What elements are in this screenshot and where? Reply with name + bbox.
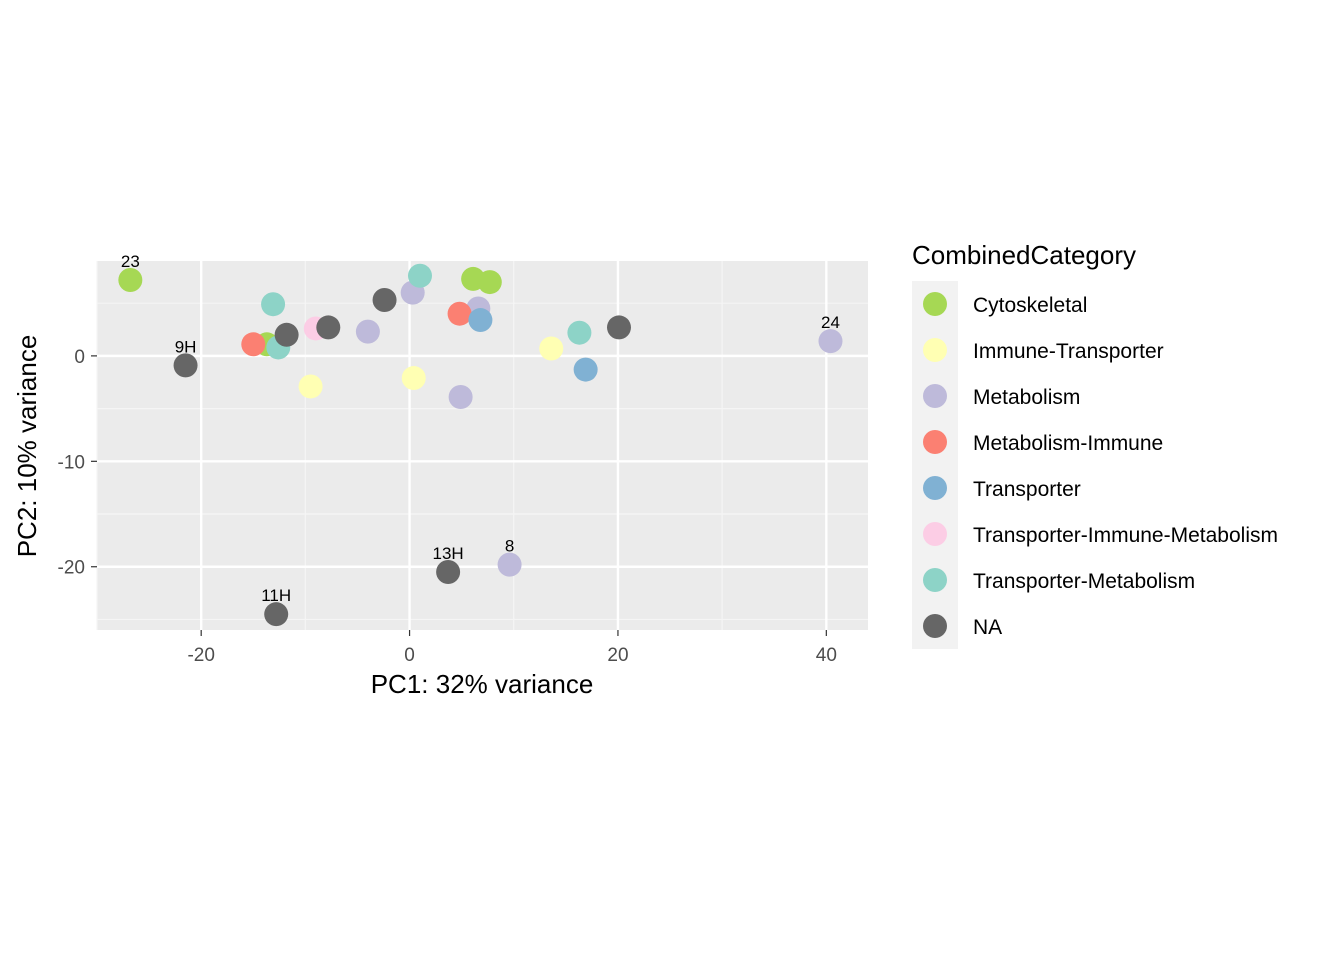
point-na (173, 353, 198, 378)
x-axis-ticks: -20 0 20 40 (187, 630, 837, 666)
point-transporter-metabolism (407, 263, 432, 288)
point-transporter (573, 357, 598, 382)
point-label: 23 (121, 252, 140, 271)
major-gridlines (97, 261, 868, 630)
x-axis-title: PC1: 32% variance (371, 669, 594, 699)
y-tick-label: -20 (58, 558, 85, 579)
x-tick-label: 40 (816, 645, 837, 666)
legend-label-immune-transporter: Immune-Transporter (973, 340, 1164, 363)
point-na (274, 322, 299, 347)
legend-label-metabolism-immune: Metabolism-Immune (973, 432, 1163, 455)
legend-key-metabolism-immune (923, 430, 947, 454)
point-immune-transporter (298, 374, 323, 399)
minor-gridlines (96, 261, 868, 630)
legend-label-transporter: Transporter (973, 478, 1081, 501)
point-labels: 23 24 8 9H 13H 11H (121, 252, 840, 605)
legend-key-background (912, 281, 958, 649)
point-label: 8 (505, 537, 514, 556)
data-points (118, 263, 843, 627)
point-na (606, 315, 631, 340)
point-immune-transporter (401, 366, 426, 391)
legend-label-na: NA (973, 616, 1002, 639)
legend-label-cytoskeletal: Cytoskeletal (973, 294, 1087, 317)
point-cytoskeletal (477, 270, 502, 295)
point-cytoskeletal (118, 267, 143, 292)
point-na (372, 288, 397, 313)
y-tick-label: -10 (58, 452, 85, 473)
point-transporter (468, 308, 493, 333)
legend-label-transporter-metabolism: Transporter-Metabolism (973, 570, 1195, 593)
point-metabolism (448, 385, 473, 410)
x-tick-label: -20 (187, 645, 214, 666)
legend-title: CombinedCategory (912, 240, 1136, 270)
point-na (436, 560, 461, 585)
point-metabolism (818, 329, 843, 354)
point-na (264, 602, 289, 627)
legend-key-immune-transporter (923, 338, 947, 362)
legend-key-metabolism (923, 384, 947, 408)
x-tick-label: 20 (607, 645, 628, 666)
point-label: 11H (261, 586, 291, 605)
legend-key-transporter (923, 476, 947, 500)
legend-label-transporter-immune-metabolism: Transporter-Immune-Metabolism (973, 524, 1278, 547)
point-label: 9H (175, 337, 197, 356)
point-immune-transporter (539, 336, 564, 361)
legend-key-transporter-immune-metabolism (923, 522, 947, 546)
x-tick-label: 0 (404, 645, 415, 666)
point-label: 24 (821, 313, 840, 332)
point-metabolism (497, 552, 522, 577)
point-metabolism (355, 319, 380, 344)
point-metabolism-immune (447, 301, 472, 326)
point-transporter-metabolism (567, 320, 592, 345)
point-metabolism-immune (241, 332, 266, 357)
legend-key-cytoskeletal (923, 292, 947, 316)
legend: Cytoskeletal Immune-Transporter Metabolism… (912, 281, 1278, 649)
point-transporter-metabolism (261, 292, 286, 317)
point-label: 13H (433, 544, 464, 563)
legend-key-na (923, 614, 947, 638)
point-na (316, 315, 341, 340)
legend-key-transporter-metabolism (923, 568, 947, 592)
legend-label-metabolism: Metabolism (973, 386, 1080, 409)
y-axis-ticks: 0 -10 -20 (58, 347, 97, 579)
y-tick-label: 0 (74, 347, 85, 368)
y-axis-title: PC2: 10% variance (12, 335, 42, 558)
